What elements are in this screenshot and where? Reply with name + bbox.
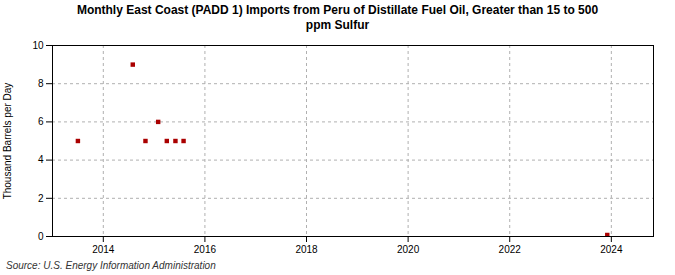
svg-text:6: 6 bbox=[38, 116, 44, 127]
svg-text:0: 0 bbox=[38, 231, 44, 242]
svg-text:2022: 2022 bbox=[499, 244, 522, 255]
svg-text:2024: 2024 bbox=[600, 244, 623, 255]
svg-text:2: 2 bbox=[38, 193, 44, 204]
svg-text:2016: 2016 bbox=[194, 244, 217, 255]
svg-text:4: 4 bbox=[38, 154, 44, 165]
svg-text:8: 8 bbox=[38, 78, 44, 89]
html-text:Source: U.S. Energy Informatio: Source: U.S. Energy Information Administ… bbox=[6, 260, 216, 271]
html-text:Monthly East Coast (PADD 1) Im: Monthly East Coast (PADD 1) Imports from… bbox=[76, 3, 599, 32]
svg-text:10: 10 bbox=[32, 40, 44, 51]
svg-text:Thousand Barrels per Day: Thousand Barrels per Day bbox=[2, 83, 13, 200]
svg-text:2020: 2020 bbox=[397, 244, 420, 255]
svg-text:2014: 2014 bbox=[92, 244, 115, 255]
svg-text:2018: 2018 bbox=[295, 244, 318, 255]
